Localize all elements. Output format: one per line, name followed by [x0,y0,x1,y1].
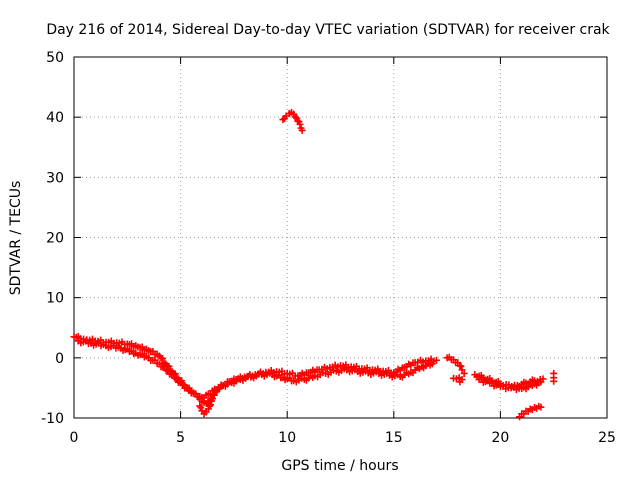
series-segment-22h [550,369,558,385]
data-point [296,120,304,128]
x-tick-label: 10 [278,430,296,446]
series-outlier-near-10h [279,108,306,134]
x-tick-label: 25 [598,430,616,446]
data-point [456,378,464,386]
series-late-track-b [475,375,545,394]
data-point [209,395,217,403]
series-dip-near-6h [196,395,217,418]
y-axis-label: SDTVAR / TECUs [8,181,24,296]
data-point [160,363,168,371]
series-isolated-18h [449,374,466,386]
data-points [70,108,558,421]
series-main-track-a [70,333,440,408]
y-tick-label: -10 [41,411,64,427]
data-point [550,377,558,385]
data-point [537,403,545,411]
y-tick-label: 30 [46,170,64,186]
data-point [206,401,214,409]
data-point [205,402,213,410]
y-tick-label: 40 [46,110,64,126]
axis-ticks [73,56,608,419]
y-tick-label: 10 [46,291,64,307]
data-point [457,362,465,370]
series-bottom-21h [516,402,545,421]
x-tick-label: 0 [70,430,79,446]
y-tick-label: 20 [46,231,64,247]
data-point [458,366,466,374]
chart-title: Day 216 of 2014, Sidereal Day-to-day VTE… [46,22,610,38]
data-point [537,378,545,386]
axis-tick-labels: 0 5 10 15 20 25 -10 0 10 20 30 40 50 [41,50,616,446]
data-point [428,360,436,368]
series-main-track-b [74,337,436,402]
x-tick-label: 20 [491,430,509,446]
data-point [158,354,166,362]
data-point [298,126,306,134]
y-tick-label: 0 [55,351,64,367]
y-tick-label: 50 [46,50,64,66]
data-point [169,370,177,378]
series-segment-17h [443,353,468,377]
x-axis-label: GPS time / hours [281,458,398,474]
data-point [432,356,440,364]
data-point [460,369,468,377]
x-tick-label: 15 [385,430,403,446]
x-tick-label: 5 [176,430,185,446]
